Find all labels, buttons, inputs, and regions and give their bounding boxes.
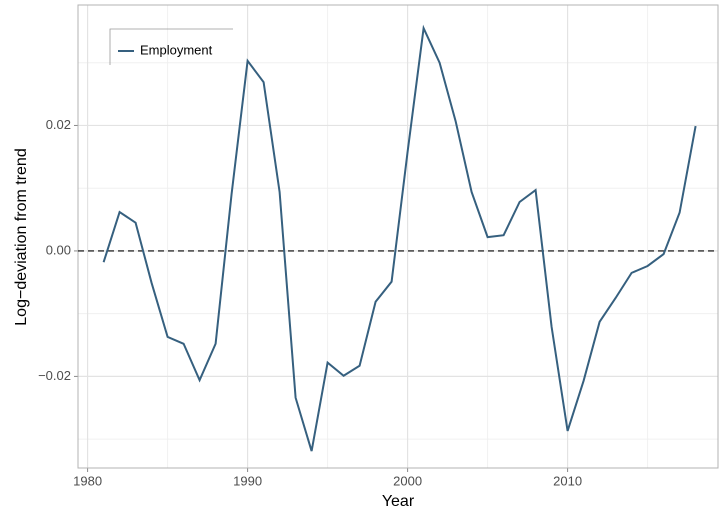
y-tick-label: −0.02 (38, 368, 71, 383)
legend-label: Employment (140, 42, 213, 57)
y-tick-label: 0.02 (46, 117, 71, 132)
x-axis-label: Year (382, 493, 415, 510)
y-tick-label: 0.00 (46, 242, 71, 257)
x-tick-label: 1980 (73, 473, 102, 488)
line (102, 24, 697, 452)
legend-box (109, 28, 233, 65)
x-tick-label: 1990 (233, 473, 262, 488)
y-axis-label: Log−deviation from trend (13, 148, 30, 325)
panel-border (77, 4, 719, 469)
x-tick-label: 2010 (553, 473, 582, 488)
x-tick-label: 2000 (393, 473, 422, 488)
